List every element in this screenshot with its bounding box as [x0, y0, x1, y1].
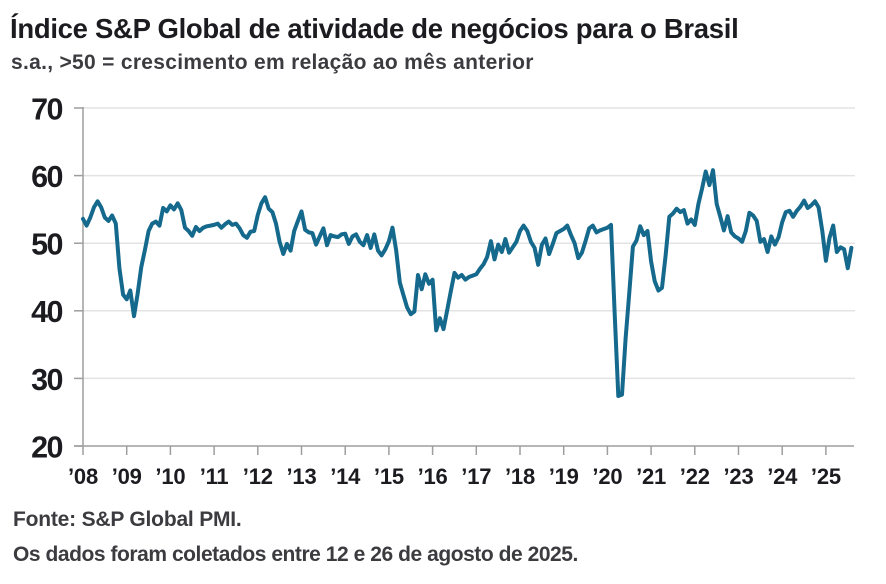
svg-text:50: 50 [31, 228, 62, 262]
svg-text:’10: ’10 [155, 464, 185, 489]
svg-text:’20: ’20 [592, 464, 622, 489]
svg-text:’16: ’16 [418, 464, 448, 489]
svg-text:20: 20 [31, 430, 62, 464]
svg-text:’25: ’25 [811, 464, 841, 489]
svg-text:’14: ’14 [330, 464, 361, 489]
svg-text:40: 40 [31, 295, 62, 329]
svg-text:’11: ’11 [200, 464, 229, 489]
svg-text:’24: ’24 [767, 464, 798, 489]
svg-text:’08: ’08 [68, 464, 98, 489]
svg-text:’13: ’13 [287, 464, 317, 489]
svg-text:’18: ’18 [505, 464, 535, 489]
svg-text:’15: ’15 [374, 464, 404, 489]
svg-text:’12: ’12 [243, 464, 273, 489]
svg-text:60: 60 [31, 160, 62, 194]
svg-text:’22: ’22 [680, 464, 710, 489]
svg-text:30: 30 [31, 363, 62, 397]
svg-text:’19: ’19 [549, 464, 579, 489]
svg-text:70: 70 [31, 92, 62, 126]
svg-text:’17: ’17 [461, 464, 491, 489]
svg-text:’09: ’09 [112, 464, 142, 489]
svg-text:’21: ’21 [636, 464, 666, 489]
svg-text:’23: ’23 [724, 464, 754, 489]
